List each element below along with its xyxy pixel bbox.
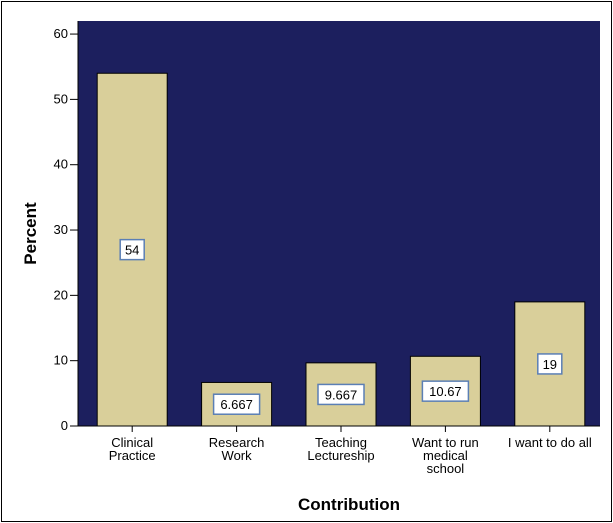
data-label: 9.667 bbox=[325, 387, 358, 402]
y-tick-label: 30 bbox=[54, 222, 68, 237]
x-axis: Clinical Practice Research Work Teaching Lect… bbox=[78, 425, 600, 476]
data-label: 19 bbox=[543, 357, 557, 372]
data-label: 6.667 bbox=[220, 397, 253, 412]
data-label-box bbox=[212, 393, 261, 415]
data-labels: 54 6.667 9.667 10.67 19 bbox=[119, 238, 563, 415]
data-label: 54 bbox=[125, 243, 139, 258]
y-tick-label: 40 bbox=[54, 157, 68, 172]
x-tick-label: Want to run medical school bbox=[412, 435, 479, 476]
x-tick-label: Teaching Lectureship bbox=[307, 435, 374, 463]
y-tick-label: 10 bbox=[54, 353, 68, 368]
data-label-box bbox=[421, 380, 470, 402]
y-tick-label: 20 bbox=[54, 287, 68, 302]
y-tick-label: 60 bbox=[54, 26, 68, 41]
x-tick-label: I want to do all bbox=[508, 435, 592, 450]
y-tick-label: 50 bbox=[54, 91, 68, 106]
x-tick-label: Research Work bbox=[209, 435, 265, 463]
data-label-box bbox=[317, 383, 365, 406]
data-label-box bbox=[119, 238, 145, 261]
x-axis-title: Contribution bbox=[298, 495, 400, 514]
y-axis: 0 10 20 30 40 50 60 bbox=[54, 21, 79, 433]
y-tick-label: 0 bbox=[61, 418, 68, 433]
x-tick-label: Clinical Practice bbox=[109, 435, 156, 463]
y-axis-title: Percent bbox=[21, 202, 40, 265]
data-label: 10.67 bbox=[429, 384, 462, 399]
data-label-box bbox=[537, 353, 563, 375]
